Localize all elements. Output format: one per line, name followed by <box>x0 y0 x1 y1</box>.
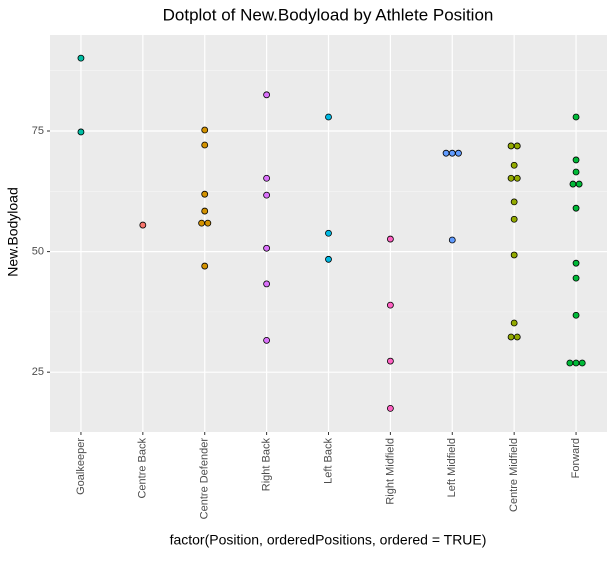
x-axis-label: factor(Position, orderedPositions, order… <box>170 532 487 548</box>
dot <box>572 311 580 319</box>
x-tick-label: Goalkeeper <box>75 438 87 495</box>
dot <box>204 219 212 227</box>
dot <box>139 221 147 229</box>
dot <box>263 336 271 344</box>
dot <box>575 180 583 188</box>
dot <box>572 168 580 176</box>
dot <box>201 126 209 134</box>
x-tick-label: Right Midfield <box>384 438 396 505</box>
dot <box>513 333 521 341</box>
dot <box>386 235 394 243</box>
dot <box>572 156 580 164</box>
x-tick-label: Centre Midfield <box>508 438 520 512</box>
y-axis-label: New.Bodyload <box>5 187 21 277</box>
dot <box>510 161 518 169</box>
dot <box>578 359 586 367</box>
dot <box>455 149 462 157</box>
dot <box>572 259 580 267</box>
x-tick-label: Left Back <box>322 438 334 484</box>
dot <box>572 274 580 282</box>
x-tick-label: Centre Back <box>137 438 149 499</box>
dot <box>448 236 456 244</box>
dot <box>263 91 271 99</box>
dot <box>325 255 332 263</box>
dot <box>566 359 574 367</box>
dot <box>386 404 394 412</box>
dot <box>386 357 394 365</box>
x-tick-label: Right Back <box>261 438 273 492</box>
dot <box>198 219 206 227</box>
x-tick-label: Centre Defender <box>199 438 211 520</box>
dot <box>448 149 456 157</box>
y-tick-label: 25 <box>32 366 44 378</box>
x-tick-label: Forward <box>570 438 582 478</box>
dot <box>513 142 521 150</box>
dot <box>572 359 580 367</box>
dot <box>510 198 518 206</box>
dot <box>263 191 271 199</box>
dot <box>263 280 271 288</box>
dot <box>442 149 450 157</box>
dot <box>325 229 332 237</box>
dot <box>572 113 580 121</box>
dot <box>507 333 515 341</box>
dot <box>201 207 209 215</box>
chart-title: Dotplot of New.Bodyload by Athlete Posit… <box>163 5 494 24</box>
dot <box>201 190 209 198</box>
dot <box>325 113 332 121</box>
dot <box>572 204 580 212</box>
dot <box>510 215 518 223</box>
dot <box>201 262 209 270</box>
dot <box>513 174 521 182</box>
y-tick-label: 50 <box>32 245 44 257</box>
dot <box>386 301 394 309</box>
dot <box>263 174 271 182</box>
dot <box>263 244 271 252</box>
x-tick-label: Left Midfield <box>446 438 458 497</box>
dot <box>510 251 518 259</box>
dot <box>77 54 85 62</box>
dot <box>77 128 85 136</box>
dot <box>569 180 577 188</box>
dot <box>507 174 515 182</box>
dot <box>507 142 515 150</box>
dot <box>201 141 209 149</box>
dot <box>510 319 518 327</box>
y-tick-label: 75 <box>32 125 44 137</box>
